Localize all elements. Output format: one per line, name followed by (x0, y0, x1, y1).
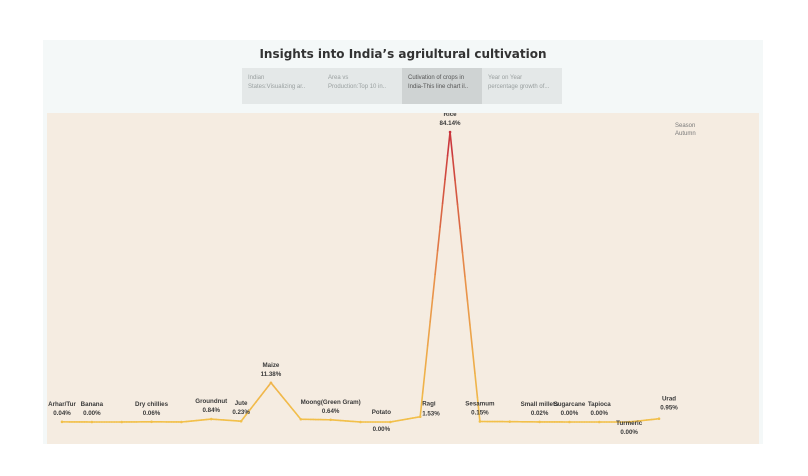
crop-name-label: Banana (81, 401, 104, 408)
dashboard-story: Insights into India’s agriultural cultiv… (43, 40, 763, 444)
series-line-segment (469, 324, 474, 350)
tab-line1: Cutivation of crops in (408, 75, 465, 81)
series-line-segment (449, 131, 454, 157)
crop-value-label: 0.23% (232, 409, 250, 416)
crop-value-label: 0.00% (373, 426, 391, 433)
crop-value-label: 0.00% (83, 410, 101, 417)
crop-share-line-chart[interactable]: Arhar/Tur 0.04% Banana 0.00% Dry chillies 0.0… (47, 113, 759, 444)
series-line-segment (434, 249, 439, 276)
series-line-segment (464, 275, 469, 302)
crop-name-label: Ragi (422, 401, 436, 408)
data-point[interactable] (598, 420, 601, 424)
series-line-segment (466, 300, 471, 326)
data-point[interactable] (209, 417, 213, 421)
crop-name-label: Jute (235, 400, 248, 407)
data-point[interactable] (448, 130, 452, 134)
story-tab-year-on-year[interactable]: Year on Year percentage growth of... (482, 68, 562, 104)
crop-name-label: Dry chillies (135, 401, 169, 408)
data-point[interactable] (508, 420, 512, 423)
data-point[interactable] (657, 417, 661, 421)
data-point[interactable] (359, 420, 362, 424)
series-line-segment (436, 226, 441, 252)
line-chart-area: Season Autumn Arhar/Tur 0.04% Banana 0.00% D… (47, 113, 759, 444)
dashboard-title: Insights into India’s agriultural cultiv… (259, 47, 547, 61)
crop-name-label: Moong(Green Gram) (301, 399, 361, 406)
series-line-segment (471, 348, 476, 375)
crop-value-label: 0.02% (531, 410, 549, 417)
crop-value-label: 11.38% (261, 371, 282, 378)
crop-name-label: Rice (444, 113, 458, 118)
crop-name-label: Small millets (521, 401, 559, 408)
story-tab-indian-states[interactable]: Indian States:Visualizing ar.. (242, 68, 322, 104)
tab-line1: Indian (248, 75, 265, 81)
series-line-segment (421, 368, 426, 394)
series-line-segment (456, 203, 461, 230)
crop-value-label: 0.64% (322, 408, 340, 415)
data-point[interactable] (418, 415, 422, 419)
series-line-segment (474, 372, 479, 399)
crop-name-label: Potato (372, 409, 391, 416)
crop-value-label: 1.53% (422, 411, 440, 418)
crop-value-label: 0.00% (620, 429, 638, 436)
crop-name-label: Urad (662, 396, 676, 403)
crop-value-label: 0.00% (561, 410, 579, 417)
series-line-segment (439, 202, 444, 228)
data-point[interactable] (329, 418, 332, 422)
series-line-segment (444, 154, 449, 181)
story-tab-cultivation-of-crops[interactable]: Cutivation of crops in India-This line c… (402, 68, 482, 104)
crop-name-label: Arhar/Tur (48, 401, 76, 408)
data-point[interactable] (150, 420, 153, 424)
data-point[interactable] (180, 420, 183, 424)
crop-value-label: 0.84% (202, 407, 220, 414)
series-line-segment (441, 178, 446, 204)
crop-name-label: Sugarcane (554, 401, 586, 408)
story-tab-area-vs-production[interactable]: Area vs Production:Top 10 in.. (322, 68, 402, 104)
tab-line2: India-This line chart il.. (408, 84, 469, 90)
data-point[interactable] (269, 381, 273, 385)
season-legend: Season Autumn (675, 122, 696, 138)
tab-line2: Production:Top 10 in.. (328, 84, 387, 90)
tab-line1: Year on Year (488, 75, 523, 81)
data-point[interactable] (568, 420, 571, 424)
series-line-segment (476, 396, 481, 423)
data-point[interactable] (60, 420, 64, 424)
series-line-segment (459, 227, 464, 254)
tab-line2: States:Visualizing ar.. (248, 84, 306, 90)
series-line-segment (454, 179, 459, 206)
data-point[interactable] (627, 420, 631, 424)
data-point[interactable] (299, 417, 303, 421)
crop-value-label: 0.00% (591, 410, 609, 417)
series-line-segment (461, 251, 466, 278)
tab-line2: percentage growth of... (488, 84, 550, 90)
data-point[interactable] (478, 420, 482, 423)
series-line-segment (424, 344, 429, 371)
series-line-segment (446, 131, 451, 157)
crop-value-label: 84.14% (440, 120, 461, 127)
series-line-segment (419, 392, 424, 418)
crop-value-label: 0.06% (143, 410, 161, 417)
crop-name-label: Groundnut (195, 398, 227, 405)
data-point[interactable] (239, 419, 243, 423)
legend-title: Season (675, 123, 696, 129)
legend-value: Autumn (675, 131, 696, 137)
series-line-segment (426, 321, 431, 347)
series-line-segment (429, 297, 434, 323)
data-point[interactable] (120, 420, 123, 424)
series-line-segment (451, 155, 456, 182)
crop-value-label: 0.95% (660, 405, 678, 412)
tab-line1: Area vs (328, 75, 349, 81)
crop-name-label: Sesamum (465, 400, 495, 407)
data-point[interactable] (538, 420, 541, 424)
crop-value-label: 0.04% (53, 410, 71, 417)
crop-name-label: Turmeric (616, 420, 643, 427)
story-tabs: Indian States:Visualizing ar.. Area vs P… (242, 68, 562, 104)
data-point[interactable] (389, 420, 392, 424)
data-point[interactable] (90, 420, 94, 424)
crop-name-label: Maize (263, 362, 280, 369)
crop-name-label: Tapioca (588, 401, 611, 408)
crop-value-label: 0.15% (471, 409, 489, 416)
series-line-segment (431, 273, 436, 299)
